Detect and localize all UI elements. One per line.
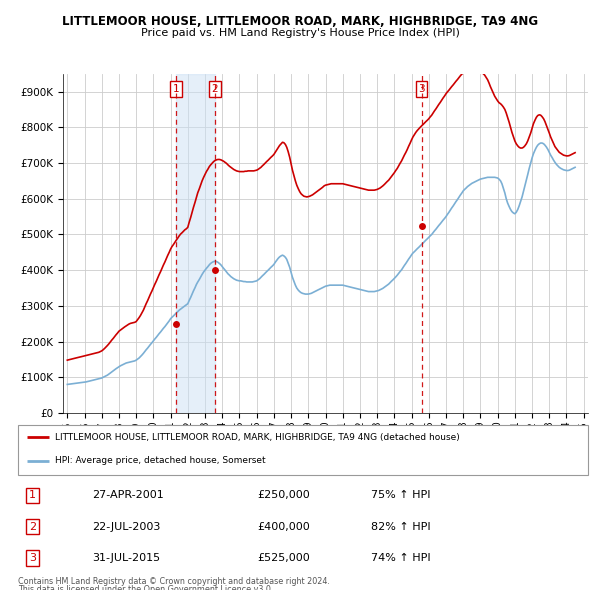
Text: 82% ↑ HPI: 82% ↑ HPI [371, 522, 431, 532]
Text: 27-APR-2001: 27-APR-2001 [92, 490, 164, 500]
Text: 2: 2 [211, 84, 218, 94]
Text: £400,000: £400,000 [257, 522, 310, 532]
Text: 3: 3 [29, 553, 36, 563]
Text: Price paid vs. HM Land Registry's House Price Index (HPI): Price paid vs. HM Land Registry's House … [140, 28, 460, 38]
Text: 2: 2 [29, 522, 36, 532]
Text: 1: 1 [29, 490, 36, 500]
Text: 3: 3 [418, 84, 425, 94]
Text: 22-JUL-2003: 22-JUL-2003 [92, 522, 160, 532]
Text: 74% ↑ HPI: 74% ↑ HPI [371, 553, 431, 563]
Text: LITTLEMOOR HOUSE, LITTLEMOOR ROAD, MARK, HIGHBRIDGE, TA9 4NG (detached house): LITTLEMOOR HOUSE, LITTLEMOOR ROAD, MARK,… [55, 433, 460, 442]
Text: Contains HM Land Registry data © Crown copyright and database right 2024.: Contains HM Land Registry data © Crown c… [18, 577, 330, 586]
Text: £250,000: £250,000 [257, 490, 310, 500]
Text: 1: 1 [173, 84, 179, 94]
Text: HPI: Average price, detached house, Somerset: HPI: Average price, detached house, Some… [55, 457, 266, 466]
Text: 75% ↑ HPI: 75% ↑ HPI [371, 490, 431, 500]
FancyBboxPatch shape [18, 425, 588, 475]
Text: This data is licensed under the Open Government Licence v3.0.: This data is licensed under the Open Gov… [18, 585, 274, 590]
Text: 31-JUL-2015: 31-JUL-2015 [92, 553, 160, 563]
Text: LITTLEMOOR HOUSE, LITTLEMOOR ROAD, MARK, HIGHBRIDGE, TA9 4NG: LITTLEMOOR HOUSE, LITTLEMOOR ROAD, MARK,… [62, 15, 538, 28]
Text: £525,000: £525,000 [257, 553, 310, 563]
Bar [176, 74, 215, 413]
